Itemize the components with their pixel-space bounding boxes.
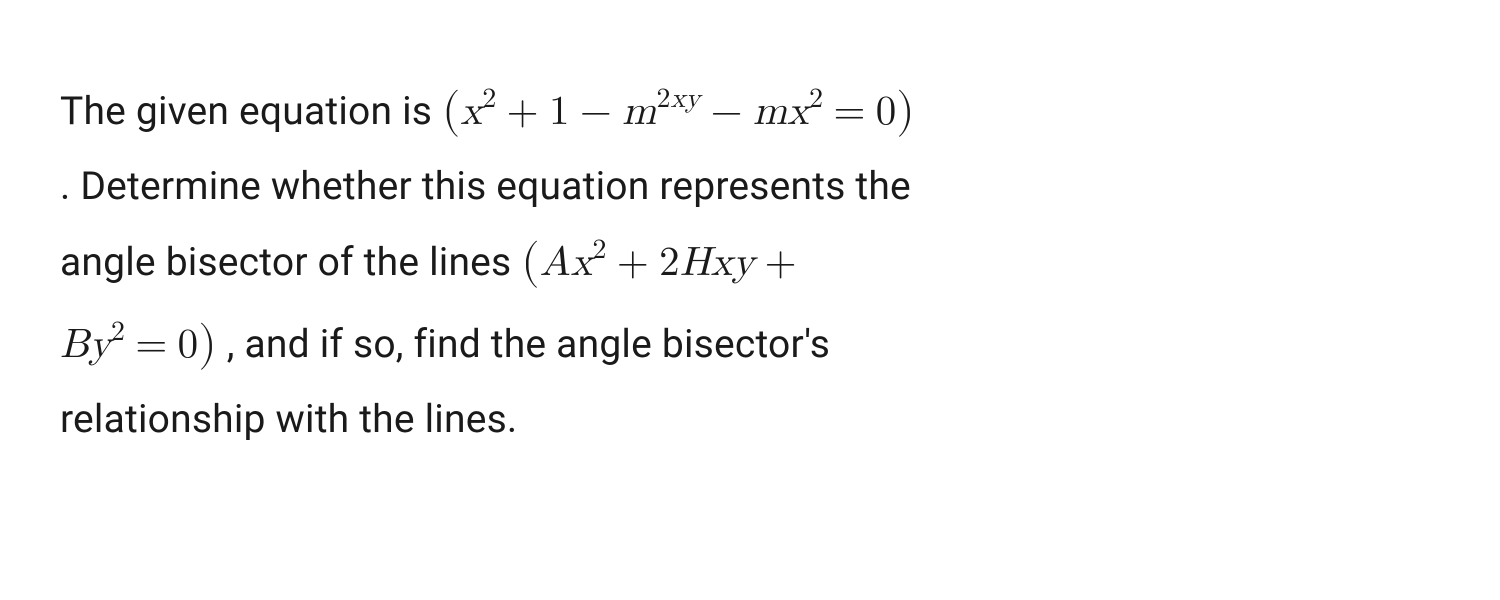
text-segment: relationship with the lines.	[60, 396, 517, 442]
equation-2b: By2=0)	[60, 324, 217, 365]
equation-1: (x2+1−m2xy−mx2=0)	[442, 91, 915, 132]
text-segment: The given equation is	[60, 88, 442, 134]
problem-text: The given equation is (x2+1−m2xy−mx2=0) …	[60, 70, 1440, 454]
page-container: The given equation is (x2+1−m2xy−mx2=0) …	[0, 0, 1500, 600]
text-segment: angle bisector of the lines	[60, 239, 521, 285]
text-segment: , and if so, find the angle bisector's	[227, 321, 830, 367]
text-segment: . Determine whether this equation repres…	[60, 163, 911, 209]
equation-2a: (Ax2+2Hxy+	[521, 242, 807, 283]
